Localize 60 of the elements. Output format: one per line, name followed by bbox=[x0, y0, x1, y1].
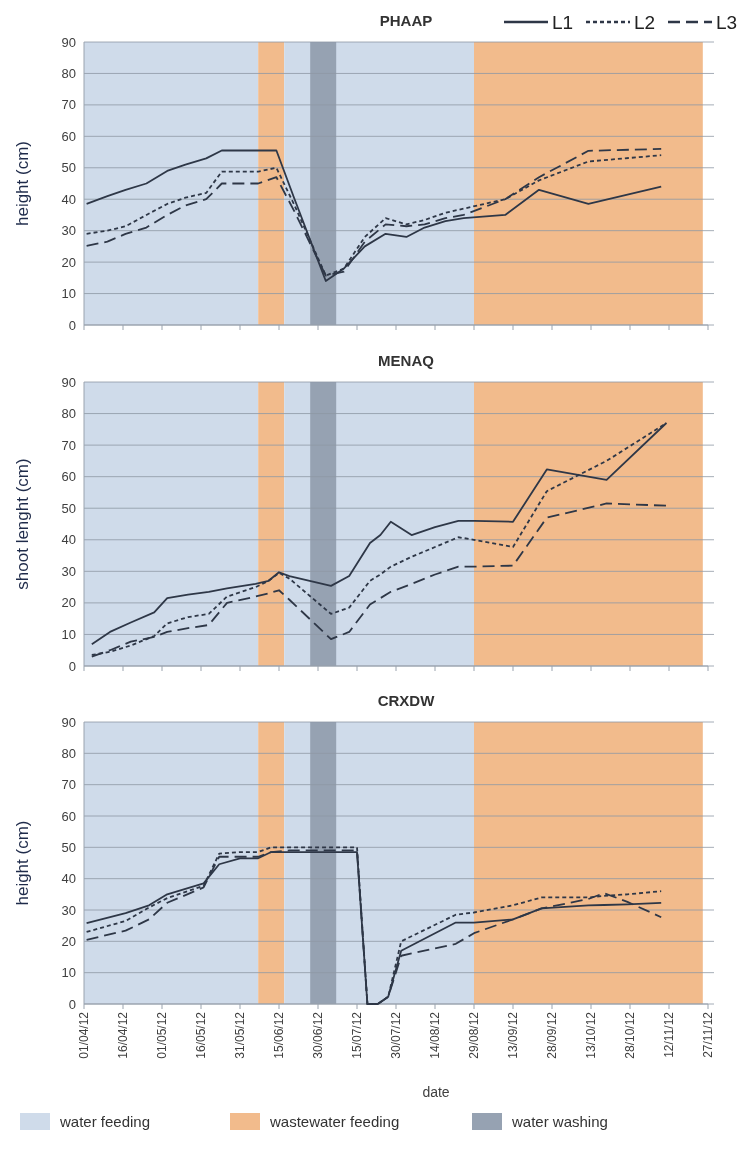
y-tick-label: 20 bbox=[61, 933, 76, 949]
y-tick-label: 70 bbox=[61, 437, 76, 453]
y-tick-label: 90 bbox=[61, 714, 76, 730]
y-tick-label: 0 bbox=[68, 317, 76, 333]
legend-label: L1 bbox=[552, 12, 574, 33]
y-tick-label: 70 bbox=[61, 777, 76, 793]
y-tick-label: 80 bbox=[61, 406, 76, 422]
y-tick-label: 40 bbox=[61, 532, 76, 548]
x-tick-label: 28/09/12 bbox=[545, 1011, 559, 1059]
x-tick-label: 15/06/12 bbox=[272, 1011, 286, 1059]
x-tick-label: 30/06/12 bbox=[311, 1011, 325, 1059]
x-tick-label: 16/05/12 bbox=[194, 1011, 208, 1059]
y-tick-label: 90 bbox=[61, 34, 76, 50]
y-axis-title: height (cm) bbox=[13, 820, 32, 906]
y-tick-label: 30 bbox=[61, 223, 76, 239]
legend-label: water feeding bbox=[59, 1113, 151, 1130]
x-tick-label: 30/07/12 bbox=[389, 1011, 403, 1059]
x-tick-label: 13/10/12 bbox=[584, 1011, 598, 1059]
legend-label: water washing bbox=[511, 1113, 608, 1130]
y-tick-label: 80 bbox=[61, 65, 76, 81]
y-tick-label: 40 bbox=[61, 191, 76, 207]
x-axis-title: date bbox=[422, 1084, 450, 1100]
y-tick-label: 30 bbox=[61, 563, 76, 579]
y-tick-label: 0 bbox=[68, 996, 76, 1012]
y-tick-label: 10 bbox=[61, 965, 76, 981]
y-tick-label: 70 bbox=[61, 97, 76, 113]
x-tick-label: 15/07/12 bbox=[350, 1011, 364, 1059]
y-tick-label: 80 bbox=[61, 745, 76, 761]
y-tick-label: 40 bbox=[61, 871, 76, 887]
y-tick-label: 90 bbox=[61, 374, 76, 390]
y-tick-label: 50 bbox=[61, 500, 76, 516]
chart-title: PHAAP bbox=[379, 12, 433, 29]
legend-label: L2 bbox=[634, 12, 656, 33]
y-tick-label: 10 bbox=[61, 626, 76, 642]
legend-label: L3 bbox=[716, 12, 738, 33]
x-tick-label: 01/05/12 bbox=[155, 1011, 169, 1059]
y-axis-title: height (cm) bbox=[13, 140, 32, 227]
chart-title: MENAQ bbox=[378, 352, 435, 369]
y-axis-title: shoot lenght (cm) bbox=[13, 458, 32, 590]
chart-title: CRXDW bbox=[377, 692, 436, 709]
y-tick-label: 20 bbox=[61, 595, 76, 611]
x-tick-label: 31/05/12 bbox=[233, 1011, 247, 1059]
y-tick-label: 30 bbox=[61, 902, 76, 918]
y-tick-label: 60 bbox=[61, 808, 76, 824]
y-tick-label: 20 bbox=[61, 254, 76, 270]
y-tick-label: 50 bbox=[61, 160, 76, 176]
x-tick-label: 12/11/12 bbox=[662, 1011, 676, 1058]
x-tick-label: 01/04/12 bbox=[77, 1011, 91, 1059]
x-tick-label: 13/09/12 bbox=[506, 1011, 520, 1059]
legend-label: wastewater feeding bbox=[269, 1113, 400, 1130]
x-tick-label: 14/08/12 bbox=[428, 1011, 442, 1059]
y-tick-label: 60 bbox=[61, 469, 76, 485]
x-tick-label: 16/04/12 bbox=[116, 1011, 130, 1059]
y-tick-label: 60 bbox=[61, 128, 76, 144]
y-tick-label: 10 bbox=[61, 286, 76, 302]
y-tick-label: 50 bbox=[61, 839, 76, 855]
x-tick-label: 29/08/12 bbox=[467, 1011, 481, 1059]
x-tick-label: 27/11/12 bbox=[701, 1011, 715, 1058]
y-tick-label: 0 bbox=[68, 658, 76, 674]
x-tick-label: 28/10/12 bbox=[623, 1011, 637, 1059]
